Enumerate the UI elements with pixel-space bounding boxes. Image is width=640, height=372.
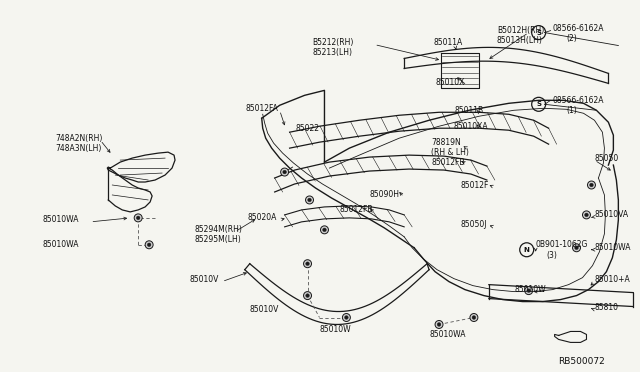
Text: 85010V: 85010V <box>190 275 220 284</box>
Text: 08566-6162A: 08566-6162A <box>552 96 604 105</box>
Text: 85010WA: 85010WA <box>595 243 631 252</box>
Text: RB500072: RB500072 <box>559 357 605 366</box>
Text: 85294M(RH): 85294M(RH) <box>195 225 243 234</box>
Circle shape <box>147 243 151 247</box>
Text: 85022: 85022 <box>296 124 319 133</box>
Text: S: S <box>536 101 541 107</box>
Circle shape <box>589 183 593 187</box>
Text: 85010WA: 85010WA <box>429 330 465 339</box>
Text: S: S <box>536 30 541 36</box>
Text: 85012FB: 85012FB <box>339 205 373 214</box>
Circle shape <box>575 246 579 250</box>
Circle shape <box>323 228 326 232</box>
Text: 85810: 85810 <box>595 303 618 312</box>
Circle shape <box>321 226 328 234</box>
Text: (1): (1) <box>566 106 577 115</box>
Circle shape <box>303 260 312 268</box>
Circle shape <box>306 294 309 297</box>
Text: 78819N: 78819N <box>431 138 461 147</box>
Circle shape <box>308 198 311 202</box>
Circle shape <box>588 181 595 189</box>
Circle shape <box>303 292 312 299</box>
Text: 08566-6162A: 08566-6162A <box>552 24 604 33</box>
Text: (2): (2) <box>566 34 577 43</box>
Text: 85012FA: 85012FA <box>246 104 278 113</box>
Circle shape <box>136 216 140 220</box>
Text: 85011B: 85011B <box>455 106 484 115</box>
Text: 0B901-1062G: 0B901-1062G <box>536 240 588 249</box>
Circle shape <box>306 262 309 266</box>
Text: 85050: 85050 <box>595 154 619 163</box>
Circle shape <box>582 211 591 219</box>
Circle shape <box>585 213 588 217</box>
Text: 85010W: 85010W <box>319 325 351 334</box>
Text: B5212(RH): B5212(RH) <box>312 38 354 47</box>
Text: 85012FB: 85012FB <box>431 158 465 167</box>
Text: 85010WA: 85010WA <box>42 240 79 249</box>
Circle shape <box>527 289 531 292</box>
Text: 85010+A: 85010+A <box>595 275 630 284</box>
Text: 85213(LH): 85213(LH) <box>312 48 353 57</box>
Text: 85020A: 85020A <box>248 214 277 222</box>
Text: 85010VA: 85010VA <box>595 211 628 219</box>
Text: 85010W: 85010W <box>515 285 547 294</box>
Text: 85012F: 85012F <box>461 180 490 189</box>
Text: 85090H: 85090H <box>369 190 399 199</box>
Circle shape <box>470 314 478 321</box>
Text: B5012H(RH): B5012H(RH) <box>497 26 544 35</box>
Text: 85050J: 85050J <box>461 220 488 230</box>
Text: 748A3N(LH): 748A3N(LH) <box>56 144 102 153</box>
Circle shape <box>342 314 350 321</box>
Circle shape <box>280 168 289 176</box>
Text: 748A2N(RH): 748A2N(RH) <box>56 134 103 143</box>
Text: 85010V: 85010V <box>250 305 279 314</box>
Circle shape <box>344 316 348 319</box>
Text: 85011A: 85011A <box>433 38 462 47</box>
Circle shape <box>573 244 580 252</box>
Text: 85010X: 85010X <box>435 78 465 87</box>
Text: 85010WA: 85010WA <box>42 215 79 224</box>
Text: 85013H(LH): 85013H(LH) <box>497 36 543 45</box>
Text: N: N <box>524 247 530 253</box>
Text: (RH & LH): (RH & LH) <box>431 148 469 157</box>
Text: 85010XA: 85010XA <box>454 122 488 131</box>
Circle shape <box>283 170 287 174</box>
Circle shape <box>472 316 476 319</box>
Circle shape <box>525 286 532 295</box>
Circle shape <box>305 196 314 204</box>
Circle shape <box>145 241 153 249</box>
Circle shape <box>134 214 142 222</box>
Circle shape <box>435 321 443 328</box>
Circle shape <box>437 323 441 326</box>
Text: (3): (3) <box>547 251 557 260</box>
Text: 85295M(LH): 85295M(LH) <box>195 235 242 244</box>
